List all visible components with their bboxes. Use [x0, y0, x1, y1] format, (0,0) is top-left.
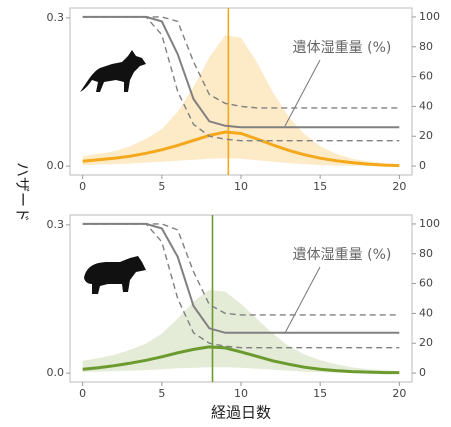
y2-tick-label: 100: [419, 217, 440, 230]
y-tick-label: 0.3: [47, 218, 65, 231]
y2-tick-label: 40: [419, 99, 433, 112]
y2-tick-label: 80: [419, 40, 433, 53]
confidence-band: [83, 290, 400, 373]
annotation: 遺体湿重量 (%): [293, 40, 392, 56]
x-tick-label: 20: [392, 180, 406, 193]
y2-tick-label: 40: [419, 306, 433, 319]
fox-icon: [80, 50, 146, 92]
x-tick-label: 0: [79, 180, 86, 193]
annotation-leader: [285, 60, 320, 126]
y2-tick-label: 60: [419, 277, 433, 290]
y2-tick-label: 100: [419, 10, 440, 23]
annotation: 遺体湿重量 (%): [293, 247, 392, 263]
y-tick-label: 0.3: [47, 11, 65, 24]
x-tick-label: 15: [313, 387, 327, 400]
x-tick-label: 15: [313, 180, 327, 193]
chart: ハザード 経過日数 051015200.00.3020406080100遺体湿重…: [0, 0, 451, 427]
page: ハザード 経過日数 051015200.00.3020406080100遺体湿重…: [0, 0, 451, 427]
y2-tick-label: 60: [419, 70, 433, 83]
y-tick-label: 0.0: [47, 366, 65, 379]
y-axis-label: ハザード: [14, 162, 32, 222]
x-tick-label: 0: [79, 387, 86, 400]
y-tick-label: 0.0: [47, 159, 65, 172]
x-axis-label: 経過日数: [211, 404, 271, 422]
y2-tick-label: 0: [419, 366, 426, 379]
y2-tick-label: 20: [419, 336, 433, 349]
x-tick-label: 5: [158, 180, 165, 193]
x-tick-label: 10: [234, 387, 248, 400]
y2-tick-label: 20: [419, 129, 433, 142]
raccoon-dog-icon: [84, 256, 146, 294]
x-tick-label: 20: [392, 387, 406, 400]
y2-tick-label: 80: [419, 247, 433, 260]
x-tick-label: 10: [234, 180, 248, 193]
y2-tick-label: 0: [419, 159, 426, 172]
x-tick-label: 5: [158, 387, 165, 400]
annotation-leader: [285, 267, 320, 333]
